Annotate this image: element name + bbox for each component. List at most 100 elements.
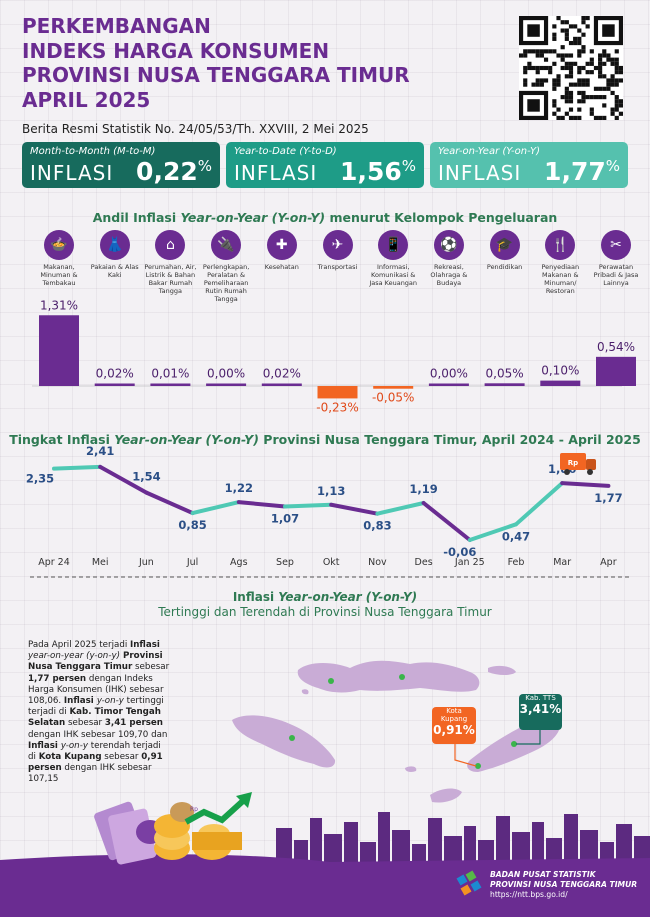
city-dot	[328, 678, 334, 684]
line-value-label: 1,07	[271, 512, 299, 526]
island-sabu	[405, 766, 417, 772]
bar	[428, 383, 469, 386]
line-value-label: 0,85	[178, 518, 206, 532]
callout-kupang: Kota Kupang 0,91%	[432, 707, 476, 744]
line-segment	[329, 502, 380, 516]
bar	[206, 383, 247, 386]
restaurant-icon: 🍴	[545, 230, 576, 260]
subtitle: Berita Resmi Statistik No. 24/05/53/Th. …	[22, 122, 369, 136]
line-segment	[98, 464, 149, 495]
category-label: Perawatan Pribadi & Jasa Lainnya	[593, 263, 639, 287]
andil-bar-chart: 1,31% 0,02% 0,01% 0,00% 0,02% -0,23% -0,05% 0,0…	[32, 298, 636, 414]
line-value-label: 2,41	[86, 444, 114, 458]
line-value-label: 1,22	[225, 481, 253, 495]
line-chart-title: Tingkat Inflasi Year-on-Year (Y-on-Y) Pr…	[9, 432, 641, 447]
line-segment	[190, 500, 241, 516]
island-rote	[430, 788, 462, 803]
line-value-label: 1,19	[409, 482, 437, 496]
bar-value-label: -0,23%	[316, 400, 358, 414]
category-item: ⚽ Rekreasi, Olahraga & Budaya	[422, 230, 476, 287]
bar	[94, 383, 135, 386]
delivery-truck-icon: Rp	[560, 453, 596, 475]
callout-tts: Kab. TTS 3,41%	[519, 694, 562, 730]
qr-code[interactable]	[519, 16, 623, 120]
x-tick-label: Mei	[92, 557, 109, 568]
bar-value-label: 0,05%	[486, 366, 524, 380]
line-segment	[144, 490, 195, 516]
title-line: APRIL 2025	[22, 87, 151, 112]
x-tick-label: Nov	[368, 557, 387, 568]
category-item: 🎓 Pendidikan	[478, 230, 532, 271]
bar-value-label: 0,10%	[541, 364, 579, 378]
callout-value: 0,91%	[433, 723, 475, 737]
bar-value-label: 1,31%	[40, 298, 78, 312]
mtm-inflation-card: Month-to-Month (M-to-M) INFLASI 0,22%	[22, 142, 220, 188]
island-sumba	[232, 715, 336, 768]
card-word: INFLASI	[30, 161, 114, 185]
card-label: Year-on-Year (Y-on-Y)	[438, 146, 540, 157]
category-label: Perumahan, Air, Listrik & Bahan Bakar Ru…	[144, 263, 197, 295]
city-dot	[475, 763, 481, 769]
title-line: PROVINSI NUSA TENGGARA TIMUR	[22, 63, 410, 87]
line-value-label: 2,35	[26, 472, 54, 486]
summary-paragraph: Pada April 2025 terjadi Inflasi year-on-…	[28, 640, 170, 785]
bar	[317, 386, 358, 399]
line-segment	[514, 481, 565, 527]
x-tick-label: Des	[415, 557, 433, 568]
truck-label: Rp	[568, 459, 578, 467]
city-dot	[399, 674, 405, 680]
education-icon: 🎓	[489, 230, 520, 260]
bar	[484, 383, 525, 386]
bar-value-label: 0,02%	[96, 367, 134, 381]
bar	[150, 383, 191, 386]
yoy-line-chart: 2,35 Apr 24 2,41 Mei 1,54 Jun 0,85 Jul 1,22 Ags 1,…	[26, 444, 630, 578]
page-title: PERKEMBANGAN INDEKS HARGA KONSUMEN PROVI…	[22, 14, 410, 112]
card-word: INFLASI	[234, 161, 318, 185]
island-flores	[297, 660, 480, 693]
sport-icon: ⚽	[433, 230, 464, 260]
line-value-label: 1,77	[594, 491, 622, 505]
org-url[interactable]: https://ntt.bps.go.id/	[490, 890, 568, 899]
andil-chart-title: Andil Inflasi Year-on-Year (Y-on-Y) menu…	[92, 210, 558, 225]
line-value-label: -0,06	[443, 545, 476, 559]
health-icon: ✚	[266, 230, 297, 260]
callout-name: Kab. TTS	[525, 694, 556, 702]
yoy-inflation-card: Year-on-Year (Y-on-Y) INFLASI 1,77%	[430, 142, 628, 188]
line-value-label: 1,54	[132, 470, 160, 484]
map-title: Inflasi Year-on-Year (Y-on-Y) Tertinggi …	[158, 590, 492, 619]
x-tick-label: Jun	[138, 557, 154, 568]
card-value: 1,56%	[340, 157, 416, 186]
callout-line-kupang	[454, 744, 477, 767]
tools-icon: ✂	[601, 230, 631, 260]
line-value-label: 0,83	[363, 519, 391, 533]
line-value-label: 0,47	[502, 529, 530, 543]
city-dot	[289, 735, 295, 741]
plane-icon: ✈	[322, 230, 353, 260]
category-label: Penyediaan Makanan & Minuman/ Restoran	[541, 263, 580, 295]
line-segment	[283, 502, 334, 509]
bar	[373, 386, 414, 389]
appliance-icon: 🔌	[211, 230, 242, 260]
card-label: Year-to-Date (Y-to-D)	[234, 146, 337, 157]
category-label: Rekreasi, Olahraga & Budaya	[430, 263, 468, 287]
clothing-icon: 👗	[99, 230, 130, 260]
ytd-inflation-card: Year-to-Date (Y-to-D) INFLASI 1,56%	[226, 142, 424, 188]
line-segment	[560, 481, 611, 488]
category-label: Pakaian & Alas Kaki	[90, 263, 139, 279]
category-label: Pendidikan	[486, 263, 523, 271]
org-region: PROVINSI NUSA TENGGARA TIMUR	[490, 880, 638, 889]
category-item: 🔌 Perlengkapan, Peralatan & Pemeliharaan …	[199, 230, 253, 303]
callout-value: 3,41%	[519, 702, 562, 716]
category-item: ✚ Kesehatan	[255, 230, 309, 271]
callout-line-tts	[516, 730, 541, 745]
island-alor	[488, 665, 516, 675]
category-label: Transportasi	[317, 263, 358, 271]
category-item: 🍴 Penyediaan Makanan & Minuman/ Restoran	[533, 230, 587, 295]
x-tick-label: Ags	[230, 557, 248, 568]
bar	[261, 383, 302, 386]
food-icon: 🍲	[44, 230, 74, 260]
category-item: ⌂ Perumahan, Air, Listrik & Bahan Bakar R…	[143, 230, 197, 295]
category-label: Makanan, Minuman & Tembakau	[40, 263, 78, 287]
card-value: 0,22%	[136, 157, 212, 186]
title-line: PERKEMBANGAN	[22, 14, 211, 38]
